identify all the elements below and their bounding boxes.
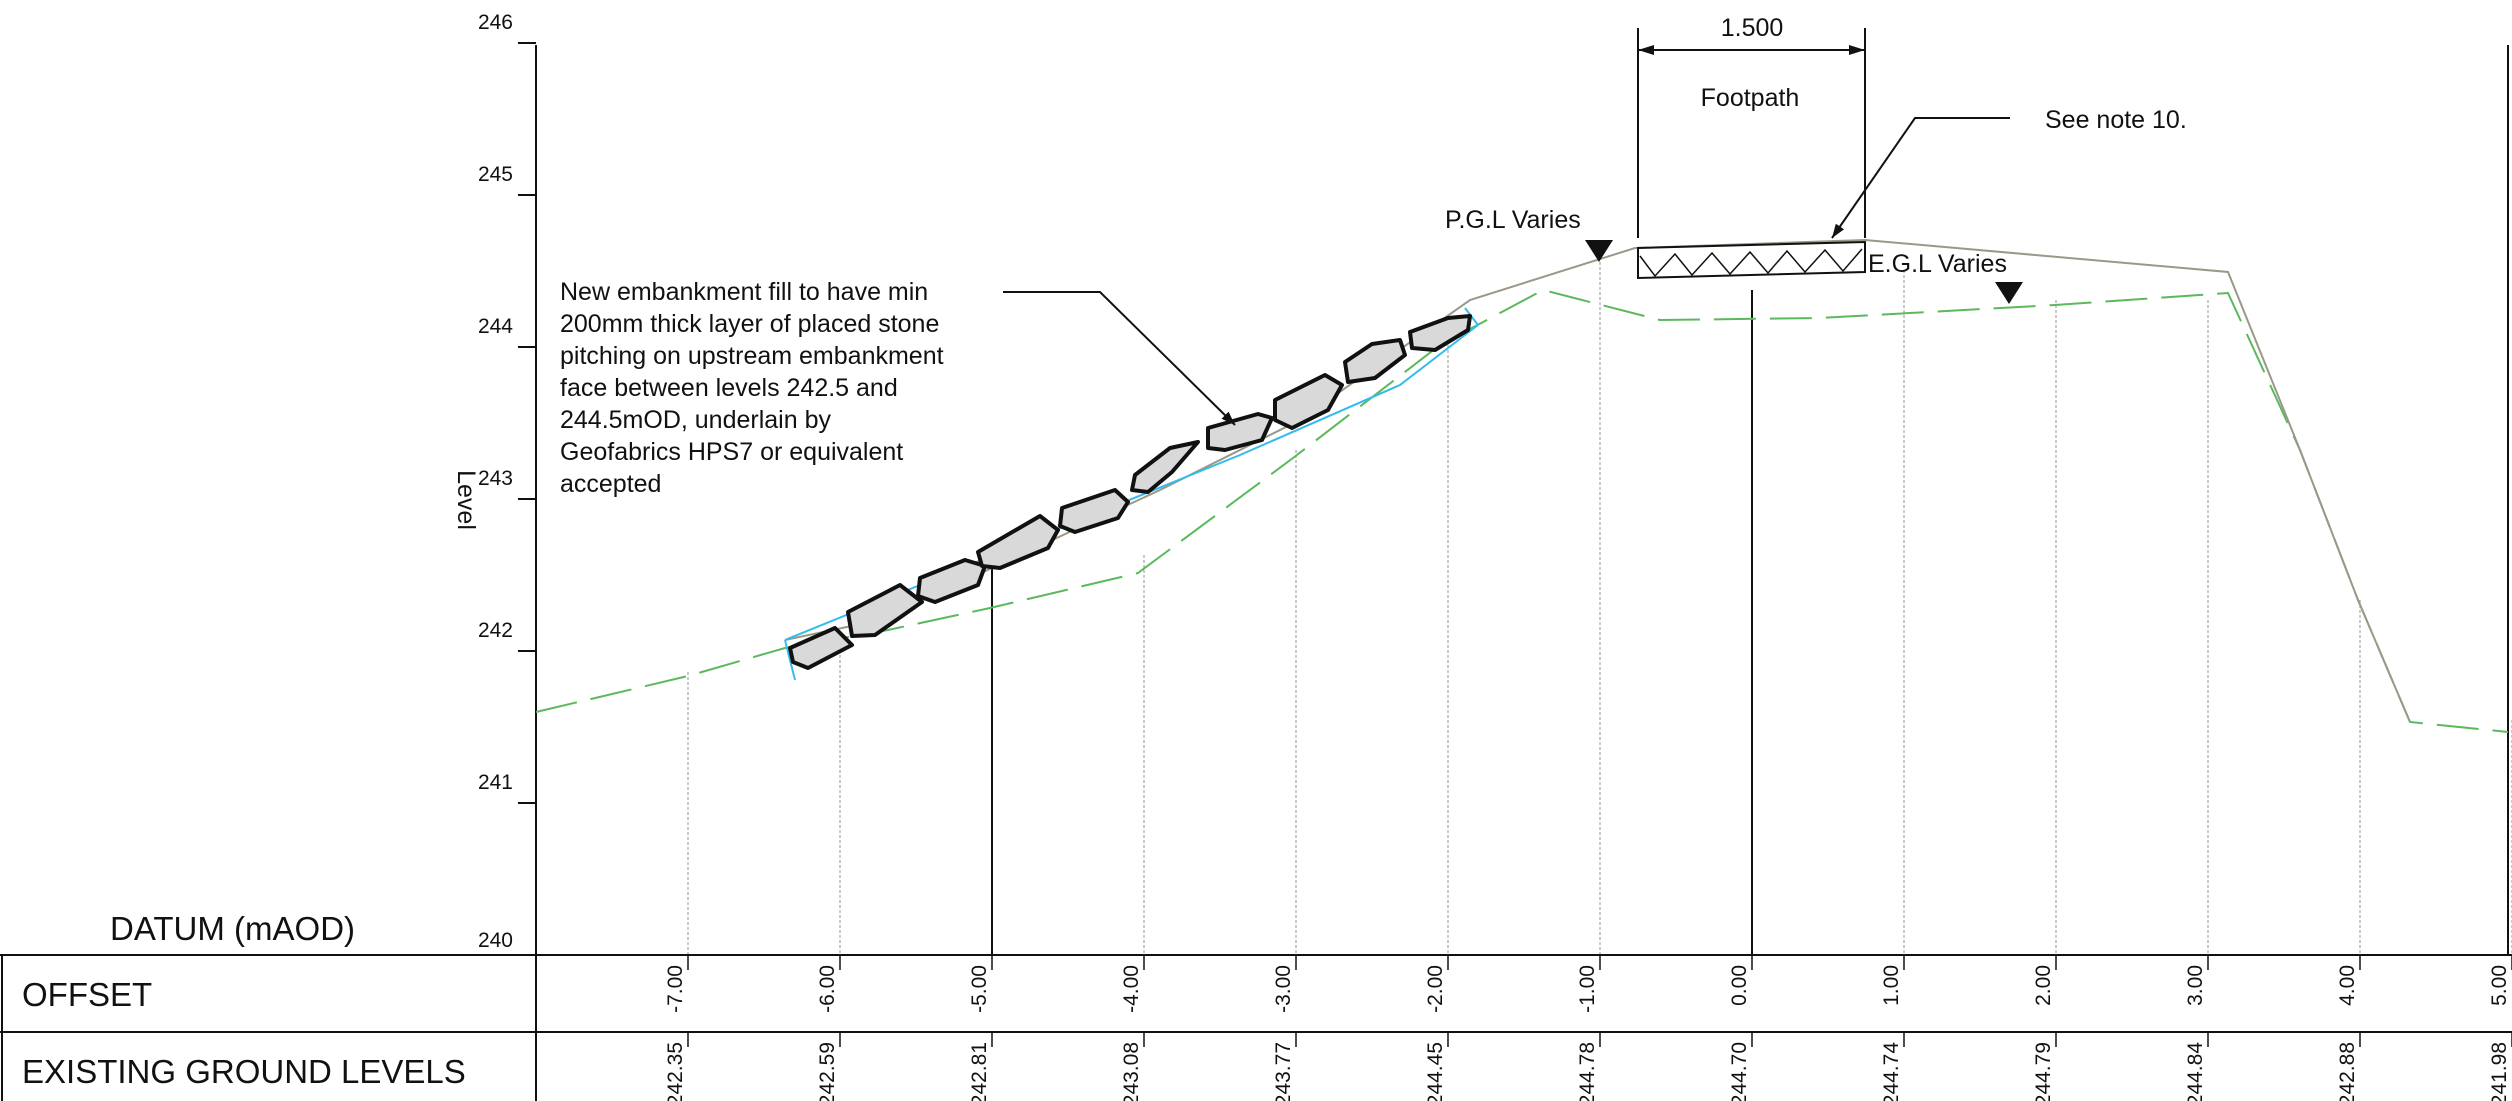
note-reference: See note 10.: [2045, 106, 2187, 134]
level-label: 241: [478, 771, 513, 794]
ground-level-value: 242.35: [664, 1042, 687, 1101]
offset-value: -5.00: [968, 965, 991, 1013]
offset-value: -7.00: [664, 965, 687, 1013]
ground-level-value: 241.98: [2488, 1042, 2511, 1101]
offset-value: 2.00: [2032, 965, 2055, 1006]
embankment-note-line: 200mm thick layer of placed stone: [560, 310, 939, 338]
offset-value: -1.00: [1576, 965, 1599, 1013]
ground-level-value: 244.45: [1424, 1042, 1447, 1101]
pgl-marker-triangle: [1585, 240, 1613, 262]
level-label: 242: [478, 619, 513, 642]
level-ticks: 240 241 242 243 244 245 246: [478, 11, 536, 952]
ground-level-value: 244.84: [2184, 1042, 2207, 1101]
pitching-stone: [916, 558, 987, 604]
ground-level-value: 242.88: [2336, 1042, 2359, 1101]
ground-level-value: 243.77: [1272, 1042, 1295, 1101]
embankment-note-line: Geofabrics HPS7 or equivalent: [560, 438, 903, 466]
level-label: 243: [478, 467, 513, 490]
pitching-stone: [1408, 314, 1472, 352]
ground-level-value: 243.08: [1120, 1042, 1143, 1101]
footpath-label: Footpath: [1701, 84, 1800, 112]
pitching-stone: [788, 626, 854, 670]
pitching-stone: [1343, 338, 1407, 384]
embankment-note-line: 244.5mOD, underlain by: [560, 406, 831, 434]
offset-value: -3.00: [1272, 965, 1295, 1013]
ground-level-value: 242.59: [816, 1042, 839, 1101]
datum-label: DATUM (mAOD): [110, 910, 355, 947]
pgl-label: P.G.L Varies: [1445, 206, 1581, 234]
stone-pitching: [788, 314, 1472, 670]
offset-value: -4.00: [1120, 965, 1143, 1013]
offset-value: -6.00: [816, 965, 839, 1013]
section-table: OFFSET EXISTING GROUND LEVELS -7.00 -6.00…: [0, 954, 2512, 1101]
embankment-note-line: pitching on upstream embankment: [560, 342, 944, 370]
offset-value: 0.00: [1728, 965, 1751, 1006]
axis-title: Level: [452, 470, 480, 530]
level-label: 246: [478, 11, 513, 34]
offset-row-label: OFFSET: [22, 976, 152, 1013]
ground-level-value: 244.70: [1728, 1042, 1751, 1101]
pitching-stone: [976, 514, 1060, 570]
embankment-note: New embankment fill to have min 200mm thi…: [560, 278, 944, 498]
level-label: 244: [478, 315, 513, 338]
dimension-value: 1.500: [1721, 14, 1784, 42]
footpath-layer: [1637, 240, 1866, 280]
dimension-arrow-right: [1849, 45, 1865, 55]
offset-value: -2.00: [1424, 965, 1447, 1013]
offset-grid-lines: [687, 262, 2512, 955]
proposed-ground-line: [784, 238, 2411, 723]
egl-marker-triangle: [1995, 282, 2023, 304]
level-label: 240: [478, 929, 513, 952]
geotextile-end-low: [784, 639, 796, 681]
pitching-stone: [1130, 440, 1200, 494]
footpath-hatching: [1639, 248, 1863, 278]
note-leader: [1831, 117, 2010, 239]
offset-value: 4.00: [2336, 965, 2359, 1006]
pitching-stone: [1058, 488, 1130, 534]
embankment-note-line: New embankment fill to have min: [560, 278, 928, 306]
embankment-note-leader: [1003, 291, 1236, 426]
offset-values: -7.00 -6.00 -5.00 -4.00 -3.00 -2.00 -1.00 0.00 1…: [664, 955, 2512, 1013]
pitching-stone: [846, 583, 924, 638]
ground-level-value: 244.79: [2032, 1042, 2055, 1101]
ground-level-values: 242.35 242.59 242.81 243.08 243.77 244.45 244.…: [664, 1032, 2512, 1101]
embankment-note-line: accepted: [560, 470, 661, 498]
level-label: 245: [478, 163, 513, 186]
footpath-construction: [1637, 240, 1866, 280]
embankment-note-line: face between levels 242.5 and: [560, 374, 898, 402]
pitching-stone: [1206, 412, 1274, 452]
ground-level-value: 244.78: [1576, 1042, 1599, 1101]
offset-value: 5.00: [2488, 965, 2511, 1006]
ground-level-value: 242.81: [968, 1042, 991, 1101]
dimension-arrow-left: [1638, 45, 1654, 55]
egl-row-label: EXISTING GROUND LEVELS: [22, 1053, 466, 1090]
pitching-stone: [1273, 373, 1344, 430]
egl-label: E.G.L Varies: [1868, 250, 2007, 278]
offset-value: 3.00: [2184, 965, 2207, 1006]
offset-value: 1.00: [1880, 965, 1903, 1006]
ground-level-value: 244.74: [1880, 1042, 1903, 1101]
